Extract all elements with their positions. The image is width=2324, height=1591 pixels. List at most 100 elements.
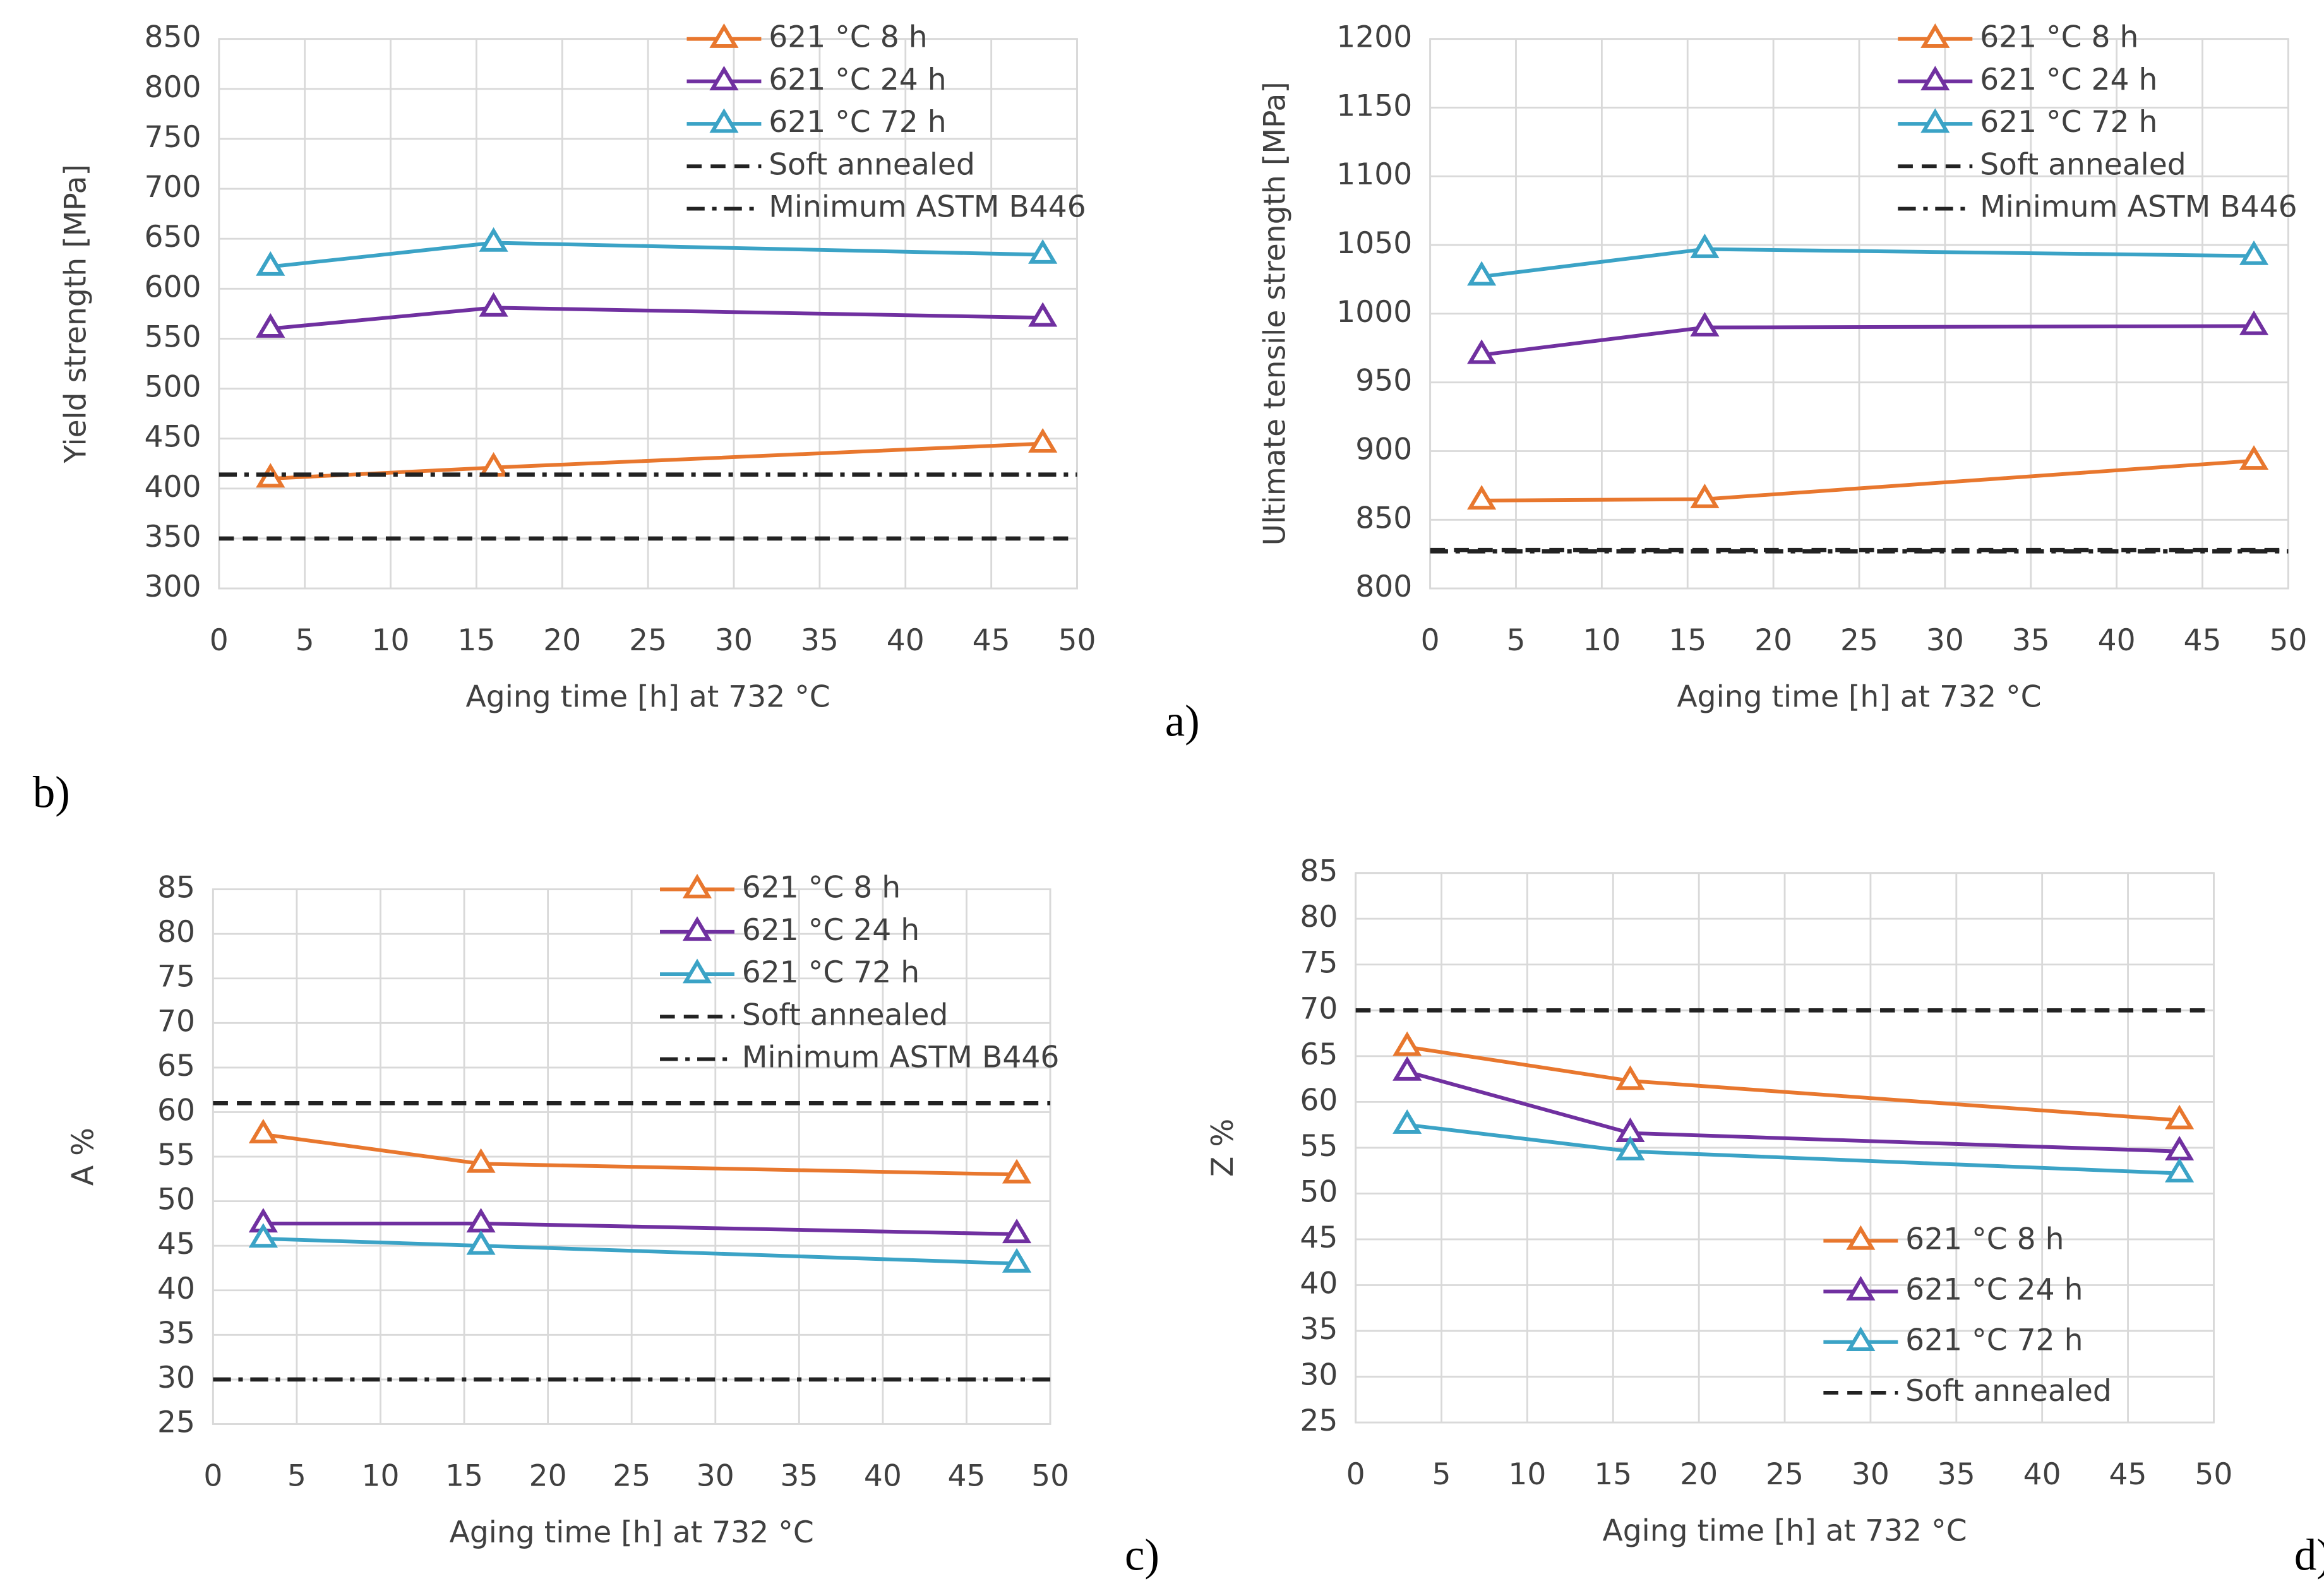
x-tick-label: 0 — [203, 1458, 222, 1493]
legend-label: 621 °C 8 h — [742, 871, 901, 905]
y-tick-label: 750 — [144, 120, 201, 155]
y-tick-label: 800 — [1355, 569, 1412, 604]
y-tick-label: 1100 — [1336, 157, 1412, 192]
x-tick-label: 30 — [715, 623, 753, 658]
x-tick-label: 30 — [697, 1458, 734, 1493]
x-axis-label: Aging time [h] at 732 °C — [1602, 1514, 1967, 1549]
legend-marker — [709, 66, 739, 91]
marker — [256, 313, 285, 338]
x-tick-label: 10 — [372, 623, 410, 658]
y-axis-label: Z % — [1206, 1119, 1240, 1177]
y-tick-label: 35 — [157, 1316, 195, 1350]
legend-label: 621 °C 72 h — [1905, 1323, 2083, 1358]
marker — [479, 451, 508, 477]
y-tick-label: 25 — [157, 1405, 195, 1439]
x-tick-label: 35 — [801, 623, 839, 658]
legend-marker — [682, 958, 712, 984]
legend-label: 621 °C 8 h — [769, 20, 927, 55]
y-axis-label: A % — [66, 1128, 100, 1186]
x-tick-label: 10 — [1583, 623, 1620, 658]
legend-label: 621 °C 72 h — [1980, 105, 2157, 140]
y-tick-label: 80 — [157, 915, 195, 950]
x-tick-label: 20 — [1754, 623, 1792, 658]
y-tick-label: 85 — [157, 871, 195, 905]
marker — [1028, 302, 1058, 327]
y-tick-label: 1150 — [1336, 88, 1412, 123]
series-line — [263, 1236, 1017, 1266]
y-tick-label: 45 — [1300, 1220, 1338, 1255]
chart: 300 350 400 450 500 550 600 650 700 750 800 850 0 5 10… — [59, 20, 1200, 746]
y-axis-label: Ultimate tensile strength [MPa] — [1258, 81, 1293, 545]
chart: 25 30 35 40 45 50 55 60 65 70 75 80 85 0 5 10 15 20 25 30 35… — [1206, 854, 2324, 1580]
y-tick-label: 40 — [157, 1272, 195, 1306]
panel-label: a) — [1165, 696, 1200, 746]
marker — [1615, 1065, 1645, 1090]
legend-label: Soft annealed — [769, 147, 975, 182]
marker — [2164, 1157, 2195, 1183]
marker — [1690, 233, 1720, 258]
legend-marker — [1920, 66, 1950, 91]
legend-label: 621 °C 24 h — [769, 63, 946, 97]
marker — [1002, 1219, 1032, 1244]
legend-label: 621 °C 8 h — [1905, 1222, 2064, 1256]
y-tick-label: 850 — [1355, 501, 1412, 535]
x-tick-label: 35 — [1938, 1457, 1975, 1492]
y-tick-label: 550 — [144, 319, 201, 354]
x-tick-label: 5 — [1506, 623, 1525, 658]
y-tick-label: 65 — [157, 1049, 195, 1083]
x-tick-label: 10 — [361, 1458, 399, 1493]
legend-label: Soft annealed — [1905, 1374, 2112, 1409]
plot-border — [1355, 872, 2215, 1424]
x-tick-label: 5 — [1432, 1457, 1451, 1492]
marker — [1615, 1136, 1645, 1160]
marker — [1393, 1056, 1422, 1081]
x-tick-label: 20 — [1680, 1457, 1718, 1492]
y-tick-label: 1000 — [1336, 295, 1412, 330]
legend-label: Minimum ASTM B446 — [1980, 190, 2297, 225]
panel-label: d) — [2294, 1530, 2324, 1580]
y-tick-label: 40 — [1300, 1266, 1338, 1301]
marker — [466, 1230, 496, 1255]
panel-label: b) — [33, 768, 70, 818]
y-tick-label: 900 — [1355, 432, 1412, 467]
legend-marker — [1920, 108, 1950, 133]
x-tick-label: 0 — [210, 623, 229, 658]
marker — [466, 1208, 496, 1233]
x-tick-label: 15 — [1668, 623, 1706, 658]
y-tick-label: 55 — [1300, 1129, 1338, 1164]
chart: 25 30 35 40 45 50 55 60 65 70 75 80 85 0 5 10 15 20 25 30 35… — [66, 871, 1159, 1580]
y-tick-label: 850 — [144, 20, 201, 55]
x-axis-label: Aging time [h] at 732 °C — [1677, 680, 2041, 715]
x-tick-label: 5 — [296, 623, 314, 658]
x-tick-label: 35 — [2012, 623, 2050, 658]
y-tick-label: 30 — [157, 1361, 195, 1395]
legend-marker — [1920, 23, 1950, 48]
plot-border — [218, 38, 1078, 590]
x-tick-label: 0 — [1421, 623, 1440, 658]
x-tick-label: 25 — [1766, 1457, 1804, 1492]
y-tick-label: 70 — [1300, 991, 1338, 1026]
marker — [479, 227, 508, 252]
marker — [1002, 1159, 1032, 1184]
x-tick-label: 25 — [613, 1458, 650, 1493]
legend-label: 621 °C 72 h — [769, 105, 946, 140]
x-tick-label: 45 — [973, 623, 1010, 658]
x-tick-label: 10 — [1508, 1457, 1546, 1492]
y-tick-label: 85 — [1300, 854, 1338, 889]
legend-label: 621 °C 8 h — [1980, 20, 2138, 55]
y-tick-label: 50 — [157, 1183, 195, 1217]
legend-label: Minimum ASTM B446 — [769, 190, 1086, 225]
series-line — [1406, 1045, 2180, 1123]
marker — [2239, 445, 2269, 470]
y-tick-label: 700 — [144, 170, 201, 205]
y-tick-label: 450 — [144, 420, 201, 455]
x-tick-label: 0 — [1346, 1457, 1365, 1492]
x-tick-label: 40 — [2098, 623, 2136, 658]
panel-label: c) — [1125, 1530, 1159, 1580]
y-tick-label: 80 — [1300, 900, 1338, 934]
y-axis-label: Yield strength [MPa] — [59, 164, 93, 464]
y-tick-label: 70 — [157, 1004, 195, 1039]
marker — [1467, 261, 1497, 286]
y-tick-label: 300 — [144, 569, 201, 604]
